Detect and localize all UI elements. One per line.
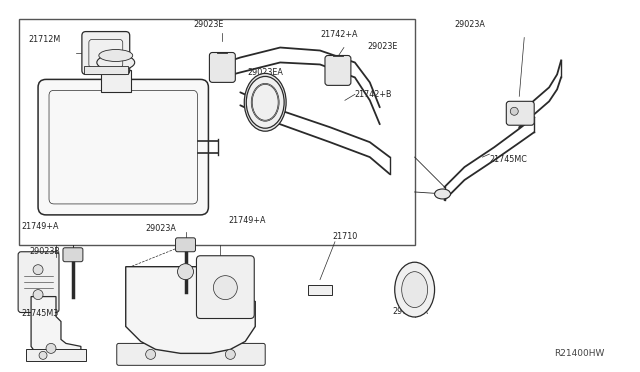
- Ellipse shape: [402, 272, 428, 308]
- FancyBboxPatch shape: [18, 252, 59, 312]
- FancyBboxPatch shape: [116, 343, 265, 365]
- Bar: [19, 19, 415, 245]
- Ellipse shape: [395, 262, 435, 317]
- Text: 29023B: 29023B: [29, 247, 60, 256]
- Text: 21712M: 21712M: [28, 35, 60, 44]
- FancyBboxPatch shape: [506, 101, 534, 125]
- Circle shape: [33, 265, 43, 275]
- FancyBboxPatch shape: [82, 32, 130, 74]
- Ellipse shape: [435, 189, 451, 199]
- Text: 29023E: 29023E: [368, 42, 398, 51]
- Circle shape: [146, 349, 156, 359]
- Circle shape: [46, 343, 56, 353]
- Bar: [84, 67, 128, 74]
- FancyBboxPatch shape: [38, 79, 209, 215]
- Polygon shape: [31, 296, 81, 356]
- Text: 21742+A: 21742+A: [320, 30, 358, 39]
- Circle shape: [225, 349, 236, 359]
- Text: 29023A: 29023A: [454, 20, 485, 29]
- Ellipse shape: [99, 49, 132, 61]
- Text: 29023EA: 29023EA: [393, 307, 429, 316]
- Circle shape: [510, 107, 518, 115]
- Text: 21745MA: 21745MA: [213, 267, 251, 276]
- Text: R21400HW: R21400HW: [554, 349, 605, 358]
- Text: 21749+A: 21749+A: [228, 217, 266, 225]
- Circle shape: [213, 276, 237, 299]
- Bar: [26, 349, 86, 361]
- Circle shape: [177, 264, 193, 280]
- FancyBboxPatch shape: [175, 238, 195, 252]
- Bar: [101, 70, 131, 92]
- Bar: [308, 285, 332, 295]
- FancyBboxPatch shape: [196, 256, 254, 318]
- Text: 29023EA: 29023EA: [247, 68, 283, 77]
- Text: 21710: 21710: [332, 232, 357, 241]
- FancyBboxPatch shape: [325, 55, 351, 86]
- Text: 21749+A: 21749+A: [21, 222, 59, 231]
- Text: 21745M3: 21745M3: [21, 309, 58, 318]
- FancyBboxPatch shape: [209, 52, 236, 82]
- Polygon shape: [125, 267, 255, 353]
- Ellipse shape: [246, 76, 284, 128]
- Text: 29023A: 29023A: [146, 224, 177, 233]
- Text: 29023E: 29023E: [193, 20, 224, 29]
- Ellipse shape: [244, 73, 286, 131]
- Text: 21745MC: 21745MC: [490, 155, 527, 164]
- Circle shape: [39, 352, 47, 359]
- Circle shape: [33, 290, 43, 299]
- FancyBboxPatch shape: [63, 248, 83, 262]
- Ellipse shape: [252, 83, 279, 121]
- Text: 21742+B: 21742+B: [355, 90, 392, 99]
- Ellipse shape: [97, 54, 134, 70]
